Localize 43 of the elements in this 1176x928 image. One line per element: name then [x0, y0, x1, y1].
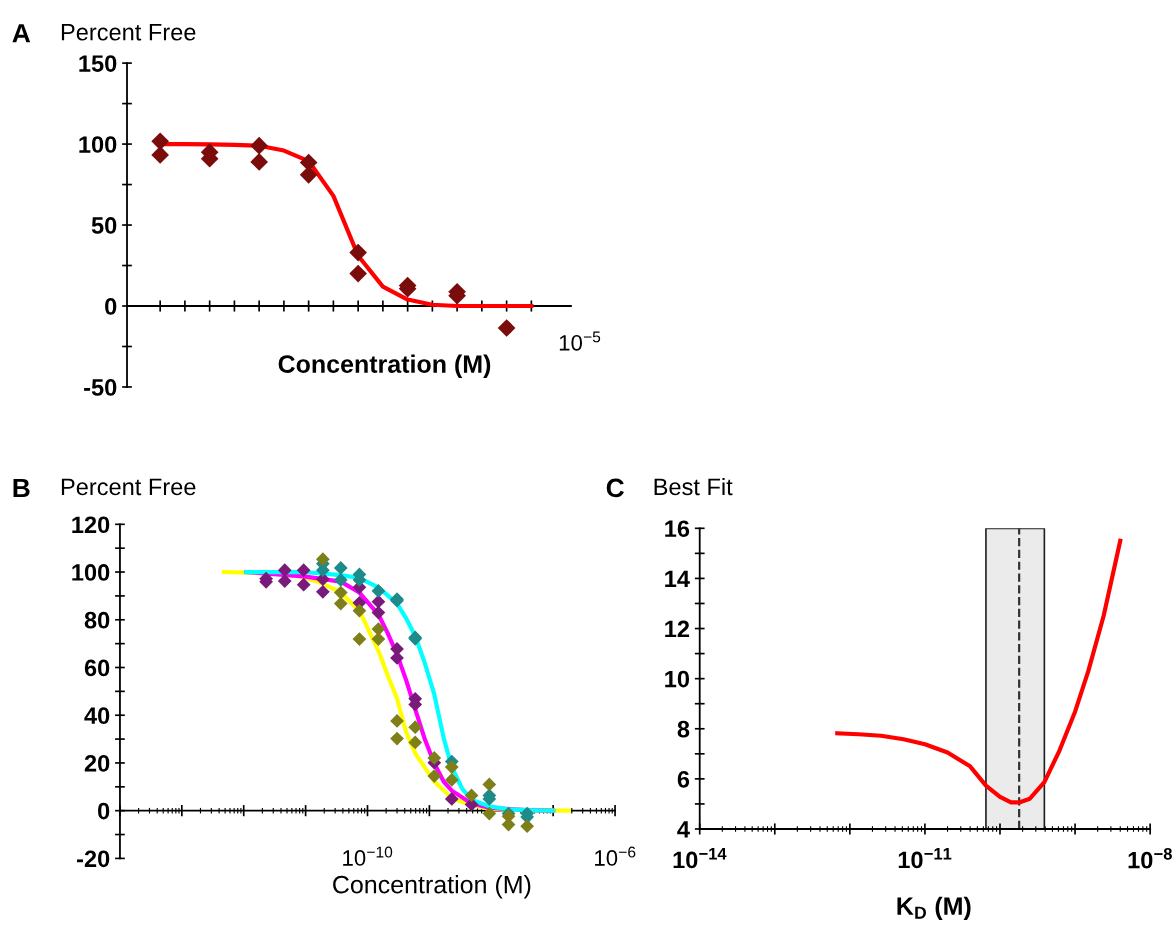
- point: [349, 264, 367, 283]
- y-tick-label: 120: [72, 516, 110, 534]
- y-tick-label: 20: [84, 755, 110, 772]
- y-tick-label: -50: [84, 379, 117, 396]
- y-tick-label: 100: [72, 564, 110, 581]
- y-tick-label: 0: [105, 298, 117, 315]
- y-tick-label: 40: [84, 707, 110, 725]
- y-tick-label: 8: [677, 720, 690, 738]
- x-tick-label: 10$^{−11}$: [898, 848, 952, 869]
- chart-title: Best Fit: [654, 477, 733, 496]
- y-tick-label: 6: [677, 770, 690, 788]
- x-axis-title: K$_{D}$ (M): [897, 896, 971, 920]
- chart-title: Percent Free: [61, 24, 196, 41]
- y-tick-label: 12: [665, 620, 690, 638]
- y-tick-label: 14: [665, 570, 690, 587]
- y-tick-label: 100: [79, 136, 117, 153]
- point: [349, 243, 367, 262]
- y-tick-label: 150: [79, 55, 117, 72]
- x-tick-label: 10$^{−8}$: [1128, 848, 1172, 869]
- x-tick-label: 10$^{−10}$: [343, 846, 393, 866]
- point: [151, 146, 170, 164]
- x-axis-title: Concentration (M): [333, 875, 531, 899]
- x-tick-label: 10$^{−6}$: [595, 846, 636, 866]
- y-tick-label: 50: [91, 217, 117, 234]
- x-axis-title: Concentration (M): [278, 354, 491, 378]
- y-tick-label: 10: [665, 670, 690, 688]
- y-tick-label: 4: [677, 821, 690, 838]
- y-tick-label: 60: [84, 659, 110, 677]
- chart-title: Percent Free: [61, 478, 196, 496]
- y-tick-label: 16: [665, 520, 690, 538]
- y-tick-label: -20: [77, 850, 110, 868]
- text: C: [606, 478, 624, 498]
- text: B: [13, 478, 30, 498]
- y-tick-label: 80: [84, 611, 110, 629]
- point: [299, 166, 318, 184]
- x-tick-label: 10$^{−14}$: [673, 848, 727, 869]
- text: A: [12, 24, 31, 43]
- point: [151, 132, 170, 151]
- annotation: 10$^{−5}$: [559, 331, 601, 351]
- y-tick-label: 0: [98, 802, 110, 820]
- point: [497, 319, 516, 337]
- point: [250, 136, 268, 155]
- point: [250, 153, 268, 171]
